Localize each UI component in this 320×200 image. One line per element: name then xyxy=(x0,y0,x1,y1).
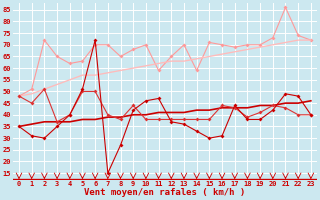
X-axis label: Vent moyen/en rafales ( km/h ): Vent moyen/en rafales ( km/h ) xyxy=(84,188,245,197)
